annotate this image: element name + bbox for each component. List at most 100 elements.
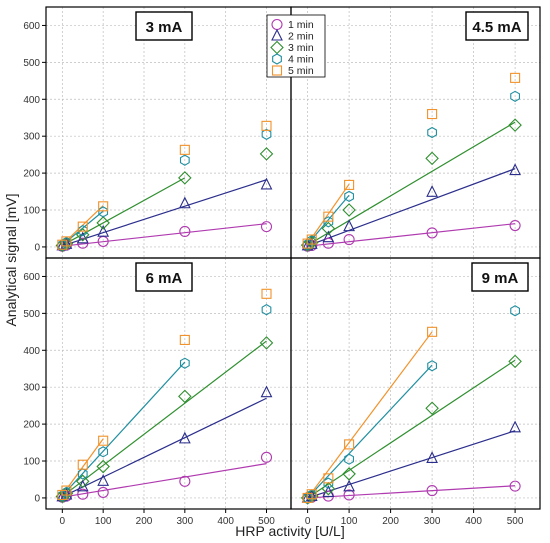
- fit-line-5-min: [307, 331, 433, 499]
- data-point-1-min: [426, 227, 438, 239]
- data-point-5-min: [179, 334, 190, 345]
- data-point-1-min: [260, 221, 273, 233]
- fit-line-2-min: [307, 168, 516, 247]
- data-point-5-min: [323, 473, 334, 484]
- data-point-5-min: [61, 485, 72, 496]
- data-point-4-min: [344, 190, 354, 202]
- x-tick-label: 100: [95, 516, 112, 527]
- legend-label: 1 min: [288, 19, 314, 31]
- legend-label: 5 min: [288, 65, 314, 77]
- data-point-1-min: [97, 486, 109, 498]
- legend-marker-5-min: [271, 65, 283, 76]
- data-point-3-min: [259, 336, 274, 350]
- legend-item: 2 min: [271, 28, 314, 43]
- data-point-5-min: [323, 211, 334, 222]
- y-tick-label: 100: [23, 206, 40, 217]
- data-point-1-min: [426, 484, 438, 497]
- data-point-4-min: [261, 304, 272, 316]
- data-point-5-min: [179, 144, 190, 155]
- data-point-4-min: [261, 128, 272, 140]
- y-tick-label: 0: [34, 242, 40, 253]
- data-point-4-min: [344, 453, 354, 465]
- legend-marker-4-min: [272, 53, 282, 65]
- x-tick-label: 400: [217, 516, 234, 527]
- data-point-3-min: [508, 118, 522, 132]
- data-point-2-min: [97, 474, 110, 486]
- data-point-4-min: [510, 90, 520, 102]
- data-point-5-min: [344, 439, 355, 450]
- data-point-3-min: [96, 216, 110, 230]
- data-point-3-min: [425, 401, 439, 416]
- data-point-4-min: [427, 126, 437, 139]
- data-point-3-min: [321, 221, 336, 236]
- fit-line-3-min: [307, 359, 516, 499]
- data-point-5-min: [306, 489, 317, 500]
- fit-line-2-min: [62, 179, 267, 247]
- y-tick-label: 500: [23, 58, 40, 69]
- fit-line-2-min: [307, 430, 516, 499]
- y-tick-label: 300: [23, 383, 40, 394]
- data-point-5-min: [98, 435, 109, 446]
- x-tick-label: 400: [465, 516, 482, 527]
- data-point-2-min: [322, 485, 335, 497]
- data-point-1-min: [179, 475, 191, 487]
- data-point-1-min: [343, 233, 355, 246]
- x-tick-label: 0: [305, 516, 311, 527]
- legend-item: 5 min: [271, 65, 314, 77]
- panel-4: 0 100 200 300 400 500 9 mA: [290, 257, 541, 527]
- panel-title-text: 6 mA: [146, 270, 183, 287]
- panel-1: 0 100 200 300 400 500 600 3 mA: [23, 6, 292, 259]
- data-point-1-min: [260, 451, 273, 463]
- data-point-1-min: [179, 225, 191, 237]
- x-axis-label: HRP activity [U/L]: [235, 523, 344, 539]
- x-tick-label: 200: [136, 516, 153, 527]
- data-point-2-min: [426, 185, 438, 197]
- data-point-1-min: [343, 489, 355, 501]
- panel-title-box: [135, 262, 193, 292]
- fit-line-2-min: [62, 397, 267, 498]
- y-tick-label: 200: [23, 169, 40, 180]
- data-point-2-min: [97, 224, 110, 237]
- x-tick-label: 200: [382, 516, 399, 527]
- panel-title: 3 mA: [135, 11, 193, 41]
- panel-frame: [45, 6, 292, 259]
- legend-label: 2 min: [288, 31, 314, 43]
- y-tick-label: 0: [34, 493, 40, 504]
- data-point-2-min: [178, 431, 191, 444]
- fit-line-1-min: [62, 463, 267, 498]
- panels: 0 100 200 300 400 500 600 3 mA 4.5 mA 0 100 200 300 4…: [23, 6, 541, 527]
- panel-2: 4.5 mA: [290, 6, 541, 259]
- data-point-5-min: [261, 288, 272, 299]
- panel-3: 0 100 200 300 400 500 600 0 100 200 300 400 500 6 mA: [23, 257, 292, 527]
- y-tick-label: 400: [23, 95, 40, 106]
- panel-frame: [45, 257, 292, 510]
- data-point-1-min: [77, 488, 89, 500]
- data-point-3-min: [75, 474, 90, 489]
- data-point-4-min: [179, 357, 190, 369]
- legend-label: 4 min: [288, 54, 314, 66]
- y-tick-label: 300: [23, 132, 40, 143]
- data-point-5-min: [344, 179, 355, 190]
- data-point-3-min: [508, 354, 522, 369]
- data-point-5-min: [261, 120, 272, 131]
- data-point-4-min: [77, 468, 88, 480]
- fit-line-1-min: [307, 223, 516, 247]
- panel-title-text: 3 mA: [146, 19, 183, 36]
- data-point-5-min: [77, 459, 88, 470]
- fit-line-3-min: [307, 121, 516, 246]
- data-point-2-min: [509, 420, 521, 433]
- data-point-5-min: [77, 221, 88, 232]
- legend-label: 3 min: [288, 42, 314, 54]
- data-point-1-min: [509, 219, 521, 232]
- data-point-5-min: [510, 72, 521, 83]
- data-point-5-min: [98, 201, 109, 212]
- panel-title-box: [135, 11, 193, 41]
- fit-line-4-min: [61, 361, 186, 497]
- data-point-4-min: [510, 305, 520, 317]
- x-tick-label: 100: [341, 516, 358, 527]
- data-point-2-min: [178, 196, 191, 209]
- data-point-1-min: [322, 237, 334, 249]
- data-point-2-min: [322, 230, 335, 243]
